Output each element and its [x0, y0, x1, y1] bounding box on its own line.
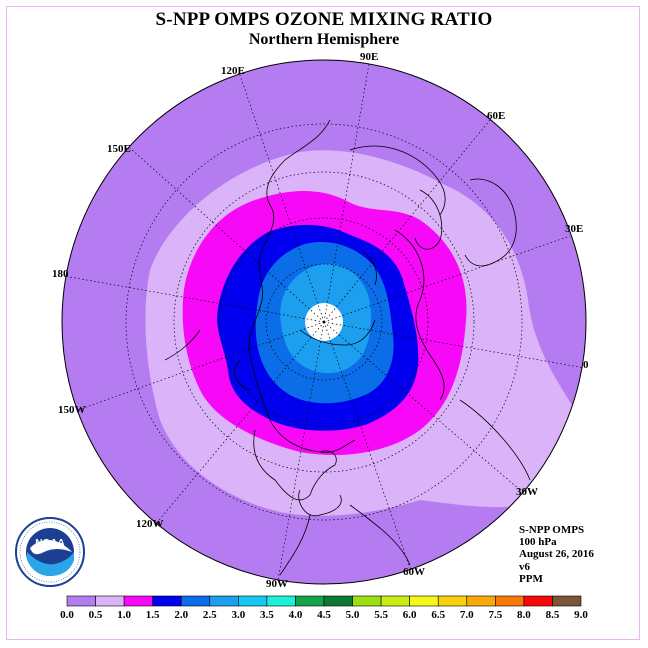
colorbar-tick-label: 9.0	[574, 609, 588, 621]
lon-label-120e: 120E	[221, 65, 245, 77]
colorbar-tick-label: 3.0	[231, 609, 246, 621]
colorbar-tick-label: 7.0	[459, 609, 474, 621]
meridians	[63, 63, 586, 581]
colorbar-tick-label: 2.5	[202, 609, 217, 621]
colorbar-tick-label: 7.5	[488, 609, 503, 621]
lon-label-150w: 150W	[58, 404, 86, 416]
colorbar-tick-label: 3.5	[260, 609, 274, 621]
lon-label-180: 180	[52, 268, 69, 280]
colorbar-tick-label: 8.5	[545, 609, 560, 621]
colorbar-swatch	[95, 595, 125, 607]
figure-frame	[6, 6, 640, 640]
map-border	[61, 59, 587, 585]
colorbar-swatch	[266, 595, 296, 607]
colorbar-tick-label: 0.5	[88, 609, 103, 621]
colorbar-tick-label: 4.0	[288, 609, 303, 621]
latitude-circles	[125, 123, 523, 521]
lon-label-0: 0	[583, 359, 589, 371]
colorbar-swatch	[495, 595, 525, 607]
lon-label-30e: 30E	[565, 223, 584, 235]
colorbar-tick-label: 6.0	[402, 609, 417, 621]
colorbar-swatch	[437, 595, 468, 607]
colorbar-swatch	[523, 595, 553, 607]
colorbar-swatch	[180, 595, 211, 607]
colorbar-swatch	[66, 595, 96, 607]
lon-label-90e: 90E	[360, 51, 379, 63]
colorbar-swatch	[409, 595, 439, 607]
colorbar-swatch	[123, 595, 153, 607]
colorbar-swatch	[238, 595, 268, 607]
colorbar-swatch	[295, 595, 325, 607]
info-date: August 26, 2016	[519, 548, 594, 561]
colorbar-swatch	[209, 595, 239, 607]
colorbar-swatch	[352, 595, 382, 607]
lon-label-120w: 120W	[136, 518, 164, 530]
colorbar	[66, 595, 582, 607]
colorbar-swatch	[380, 595, 410, 607]
lon-label-30w: 30W	[516, 486, 538, 498]
colorbar-tick-label: 8.0	[517, 609, 531, 621]
coastlines	[164, 119, 531, 576]
info-level: 100 hPa	[519, 536, 557, 549]
colorbar-tick-label: 0.0	[60, 609, 74, 621]
info-version: v6	[519, 560, 530, 573]
info-units: PPM	[519, 572, 543, 585]
colorbar-tick-label: 2.0	[174, 609, 189, 621]
lon-label-150e: 150E	[107, 143, 131, 155]
info-block: S-NPP OMPS 100 hPa August 26, 2016 v6 PP…	[519, 524, 594, 585]
colorbar-swatch	[323, 595, 353, 607]
colorbar-swatch	[466, 595, 496, 607]
info-instrument: S-NPP OMPS	[519, 524, 585, 536]
lon-label-60e: 60E	[487, 110, 506, 122]
colorbar-swatch	[152, 595, 182, 607]
colorbar-tick-label: 4.5	[317, 609, 331, 621]
lon-label-90w: 90W	[266, 578, 288, 590]
lon-label-60w: 60W	[403, 566, 425, 578]
map-title: S-NPP OMPS OZONE MIXING RATIO	[155, 9, 493, 30]
colorbar-swatch	[552, 595, 582, 607]
colorbar-tick-label: 5.5	[374, 609, 388, 621]
colorbar-tick-label: 1.0	[117, 609, 131, 621]
colorbar-tick-label: 6.5	[431, 609, 446, 621]
colorbar-tick-label: 5.0	[345, 609, 360, 621]
map-subtitle: Northern Hemisphere	[248, 31, 400, 48]
colorbar-tick-label: 1.5	[145, 609, 160, 621]
